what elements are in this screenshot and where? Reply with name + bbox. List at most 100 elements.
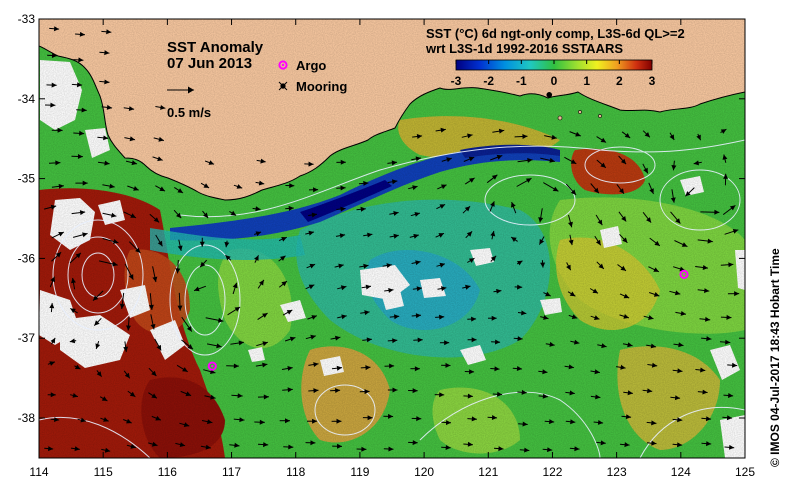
current-vector-head — [177, 305, 183, 311]
current-vector-head — [128, 274, 134, 280]
current-vector-head — [491, 415, 497, 420]
current-vector-head — [95, 343, 101, 349]
current-vector-head — [542, 393, 548, 399]
current-vector-head — [335, 388, 341, 393]
current-vector-head — [624, 442, 630, 448]
x-tick-label: 123 — [607, 465, 627, 479]
current-vector-head — [732, 229, 739, 234]
current-vector-head — [490, 201, 495, 207]
current-vector-head — [391, 160, 397, 166]
current-vector-head — [597, 219, 603, 226]
current-vector-head — [133, 186, 139, 191]
current-vector-head — [363, 263, 369, 269]
current-vector-head — [311, 315, 317, 320]
current-vector-head — [496, 154, 503, 160]
current-vector-head — [413, 233, 419, 239]
x-tick-label: 125 — [735, 465, 755, 479]
current-vector-head — [339, 233, 346, 239]
current-vector-head — [156, 344, 162, 351]
current-vector-head — [205, 444, 211, 450]
current-vector-head — [364, 310, 370, 316]
current-vector-head — [648, 315, 654, 320]
current-vector-head — [671, 165, 677, 171]
current-vector-head — [203, 183, 210, 188]
current-vector-head — [570, 159, 577, 164]
y-tick-label: -37 — [18, 331, 36, 345]
current-vector-head — [54, 417, 60, 422]
current-vector-head — [176, 212, 182, 219]
current-vector-head — [80, 417, 86, 423]
colorbar-tick-label: -3 — [451, 74, 462, 88]
current-vector-head — [93, 295, 99, 301]
current-vector-head — [468, 156, 475, 162]
current-vector-head — [109, 183, 115, 189]
argo-float-marker — [207, 361, 217, 371]
current-vector-head — [491, 174, 498, 180]
mooring-legend-label: Mooring — [296, 79, 347, 94]
current-vector-head — [649, 188, 654, 194]
current-vector-head — [388, 288, 394, 293]
plot-frame — [38, 18, 746, 459]
current-vector-head — [696, 134, 701, 141]
current-vector-head — [490, 231, 496, 237]
current-vector-head — [392, 179, 398, 185]
current-vector-head — [650, 343, 656, 349]
current-vector-head — [230, 210, 237, 216]
current-vector-head — [389, 363, 395, 369]
current-vector-head — [79, 31, 85, 37]
current-vector-head — [157, 240, 163, 247]
current-vector-head — [126, 325, 131, 331]
current-vector-head — [575, 131, 581, 137]
colorbar-tick-label: 2 — [616, 74, 623, 88]
current-vector-head — [255, 206, 261, 212]
current-vector-head — [705, 416, 712, 422]
current-vector-head — [680, 311, 686, 316]
current-vector-head — [50, 276, 55, 283]
colorbar: SST (°C) 6d ngt-only comp, L3S-6d QL>=2 … — [425, 26, 685, 88]
current-vector-head — [69, 338, 76, 344]
current-vector-head — [704, 288, 710, 293]
current-vector-head — [623, 293, 630, 299]
current-vector-head — [549, 419, 555, 425]
current-vector-head — [569, 291, 576, 297]
current-vector-head — [415, 313, 421, 319]
current-vector-head — [415, 260, 421, 266]
current-vector-head — [595, 239, 601, 246]
current-vector-head — [104, 447, 111, 453]
current-vector-head — [469, 369, 475, 375]
current-vector-head — [651, 420, 657, 426]
current-vector-head — [568, 239, 574, 246]
current-vector-head — [179, 442, 186, 447]
current-vector-head — [72, 393, 78, 398]
x-tick-label: 122 — [542, 465, 562, 479]
current-vector-head — [527, 158, 533, 163]
current-vector-head — [238, 340, 244, 346]
current-vector-head — [113, 239, 119, 244]
current-vector-head — [281, 281, 287, 287]
current-vector-head — [70, 308, 76, 314]
y-tick-label: -38 — [18, 411, 36, 425]
current-vector-head — [524, 447, 530, 453]
current-vector-head — [239, 417, 245, 423]
current-vector-head — [702, 265, 708, 270]
current-vector-head — [48, 446, 54, 452]
current-vector-head — [367, 415, 373, 421]
current-vector-head — [651, 440, 657, 446]
current-vector-head — [412, 185, 418, 191]
current-vector-head — [50, 204, 57, 210]
current-vector-head — [336, 365, 342, 371]
current-vector-head — [148, 304, 154, 310]
current-vector-head — [445, 362, 451, 368]
current-vector-head — [678, 342, 684, 348]
current-vector-head — [183, 422, 190, 427]
current-vector-head — [621, 216, 627, 222]
current-vector-head — [152, 441, 158, 447]
current-vector-head — [467, 133, 473, 139]
current-vector-head — [260, 158, 266, 164]
current-vector-head — [569, 390, 575, 396]
current-vector-head — [129, 391, 136, 397]
current-vector-head — [310, 334, 316, 340]
current-vector-head — [545, 291, 551, 297]
current-vector-head — [471, 416, 477, 422]
current-vector-head — [412, 388, 418, 394]
